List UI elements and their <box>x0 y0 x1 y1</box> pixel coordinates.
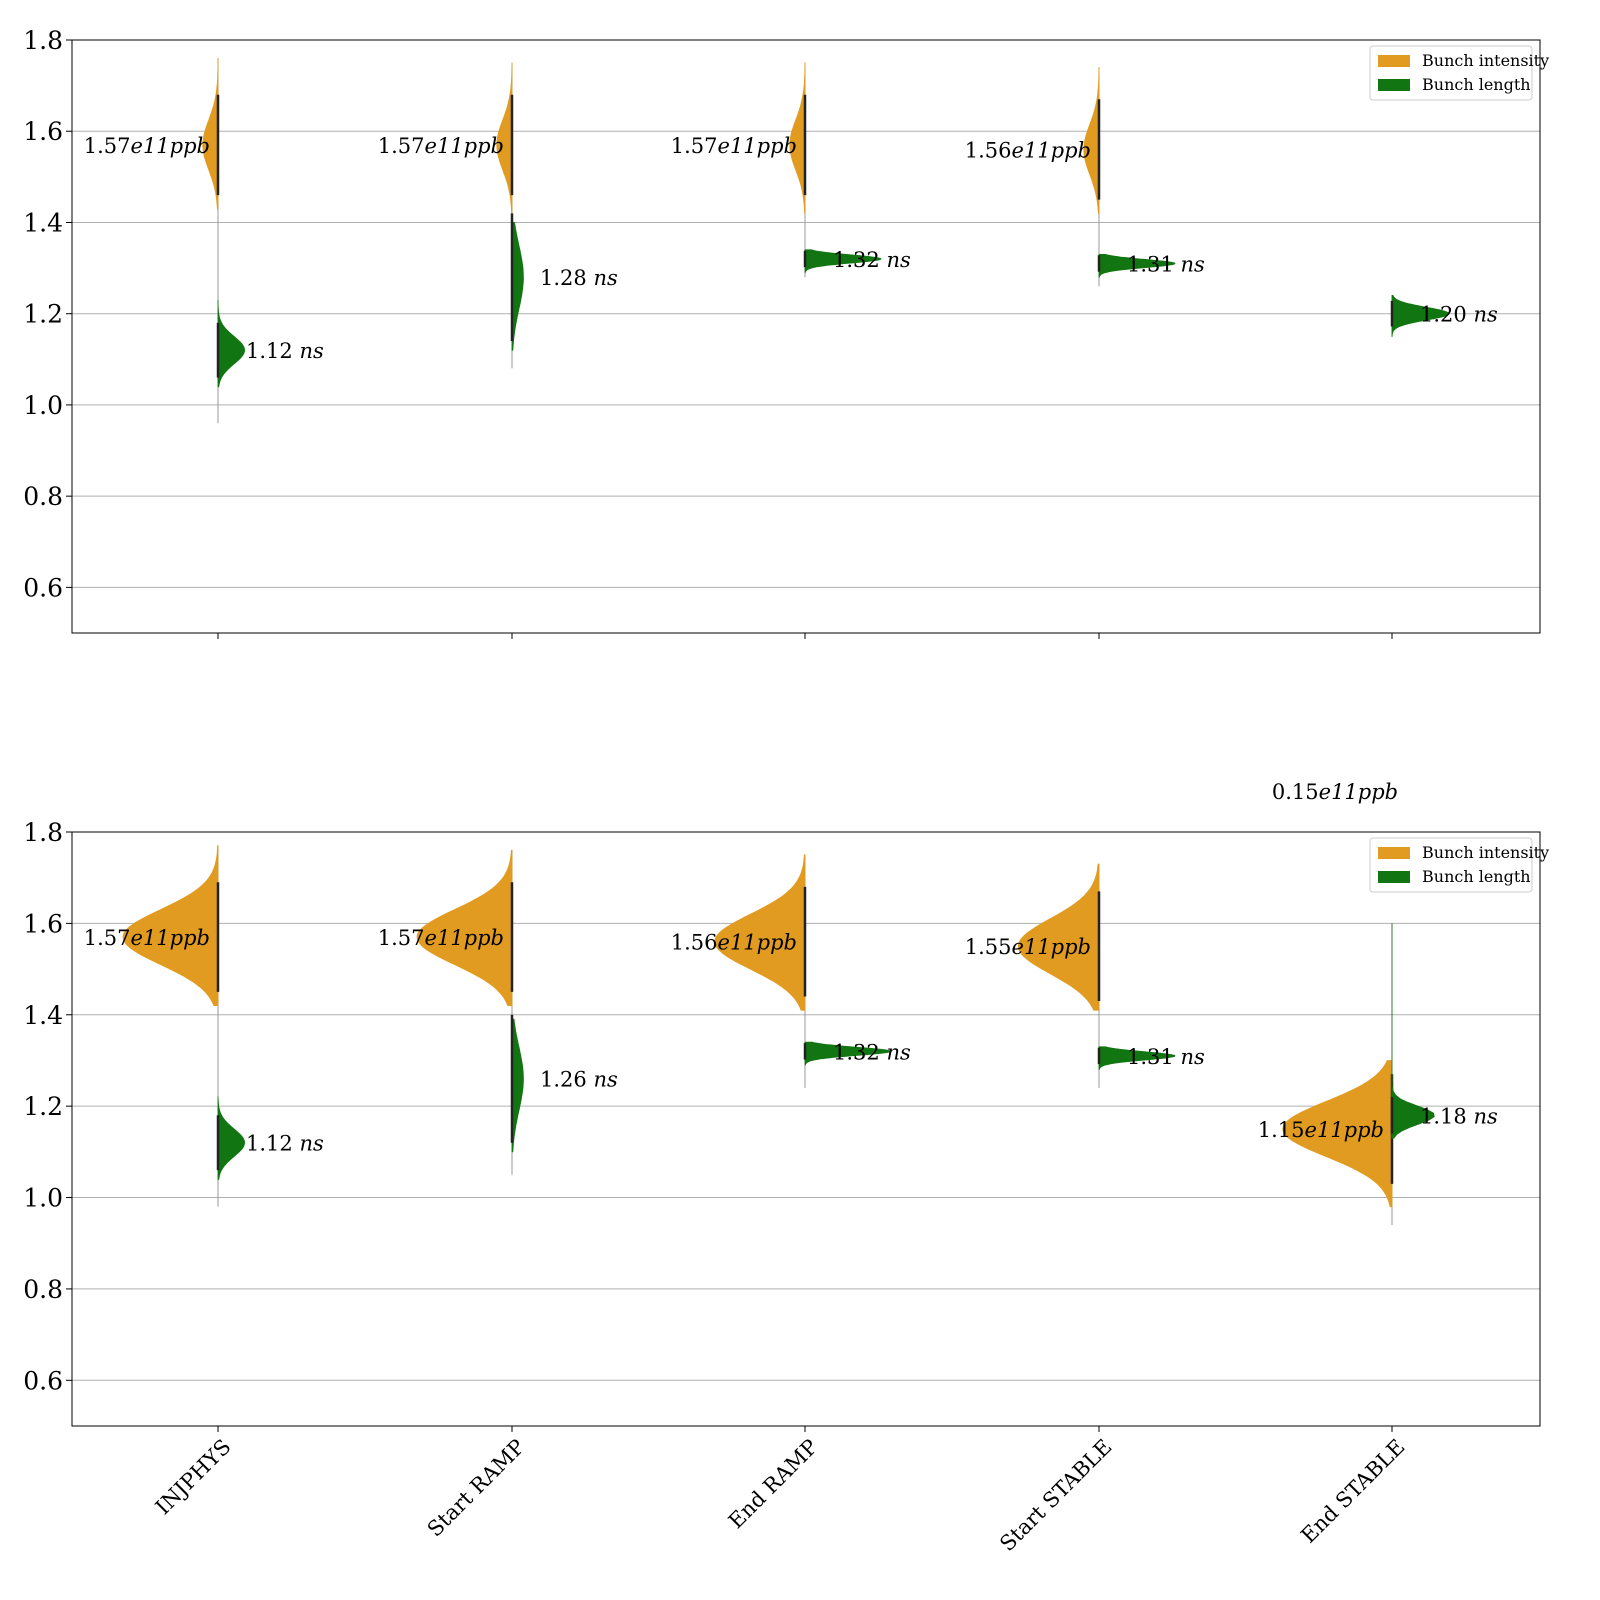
axes-frame <box>71 39 1541 634</box>
y-tick-label: 0.6 <box>23 1366 63 1395</box>
length-violin <box>1098 1046 1176 1070</box>
intensity-violin <box>789 62 806 214</box>
legend-label: Bunch length <box>1422 867 1531 886</box>
length-label: 1.32 ns <box>833 1040 911 1064</box>
length-label: 1.31 ns <box>1127 1045 1205 1069</box>
intensity-label: 1.56e11ppb <box>671 931 797 955</box>
length-label: 1.31 ns <box>1127 253 1205 277</box>
legend: Bunch intensity Bunch length <box>1369 45 1549 101</box>
category-label: Start STABLE <box>995 1435 1116 1556</box>
length-label: 1.28 ns <box>540 266 618 290</box>
length-violin <box>1391 923 1435 1139</box>
length-violin <box>511 222 524 351</box>
intensity-label: 1.56e11ppb <box>965 138 1091 162</box>
legend-swatch <box>1378 871 1410 883</box>
length-violin <box>1391 295 1450 337</box>
intensity-label: 1.55e11ppb <box>965 935 1091 959</box>
intensity-label: 1.57e11ppb <box>378 926 504 950</box>
y-tick-label: 1.6 <box>23 117 63 146</box>
legend-swatch <box>1378 55 1410 67</box>
intensity-violin <box>496 62 513 214</box>
intensity-label: 1.57e11ppb <box>671 134 797 158</box>
axes-frame <box>71 831 1541 1427</box>
legend-swatch <box>1378 79 1410 91</box>
length-violin <box>217 1096 246 1180</box>
intensity-label: 1.15e11ppb <box>1258 1118 1384 1142</box>
length-label: 1.18 ns <box>1420 1104 1498 1128</box>
y-tick-label: 1.8 <box>23 26 63 55</box>
length-label: 1.20 ns <box>1420 303 1498 327</box>
y-tick-label: 1.4 <box>23 1001 63 1030</box>
length-violin <box>217 300 246 388</box>
y-tick-label: 1.0 <box>23 391 63 420</box>
length-violin <box>511 1018 524 1153</box>
length-violin <box>1098 254 1176 278</box>
y-tick-label: 0.6 <box>23 573 63 602</box>
legend-label: Bunch intensity <box>1422 51 1549 70</box>
intensity-label: 1.57e11ppb <box>84 926 210 950</box>
length-violin <box>804 1041 892 1066</box>
legend: Bunch intensity Bunch length <box>1369 837 1549 893</box>
intensity-violin <box>122 845 219 1006</box>
intensity-violin <box>416 849 513 1006</box>
y-tick-label: 1.6 <box>23 909 63 938</box>
y-tick-label: 1.8 <box>23 818 63 847</box>
y-tick-label: 1.0 <box>23 1184 63 1213</box>
category-label: End RAMP <box>724 1435 823 1534</box>
category-label: Start RAMP <box>423 1435 530 1542</box>
length-label: 1.32 ns <box>833 248 911 272</box>
legend-box <box>1369 45 1533 101</box>
legend-label: Bunch length <box>1422 75 1531 94</box>
legend-box <box>1369 837 1533 893</box>
length-label: 1.26 ns <box>540 1068 618 1092</box>
y-tick-label: 1.2 <box>23 1092 63 1121</box>
y-tick-label: 1.4 <box>23 208 63 237</box>
category-label: INJPHYS <box>151 1435 236 1520</box>
y-tick-label: 0.8 <box>23 1275 63 1304</box>
y-tick-label: 1.2 <box>23 300 63 329</box>
legend-label: Bunch intensity <box>1422 843 1549 862</box>
length-label: 1.12 ns <box>246 339 324 363</box>
intensity-violin <box>1083 67 1100 214</box>
bottom-panel: 0.6 0.8 1.0 1.2 1.4 1.6 1.8 INJPHYS Start RAMP En… <box>23 818 1549 1556</box>
outside-annotation: 0.15e11ppb <box>1272 780 1398 804</box>
length-violin <box>804 249 882 273</box>
intensity-label: 1.57e11ppb <box>378 134 504 158</box>
top-panel: 0.6 0.8 1.0 1.2 1.4 1.6 1.8 1.57e11ppb 1.57e11pp… <box>23 26 1549 639</box>
length-label: 1.12 ns <box>246 1132 324 1156</box>
intensity-violin <box>714 854 806 1011</box>
intensity-label: 1.57e11ppb <box>84 134 210 158</box>
y-tick-label: 0.8 <box>23 482 63 511</box>
category-label: End STABLE <box>1296 1435 1409 1548</box>
legend-swatch <box>1378 847 1410 859</box>
intensity-violin <box>1282 1060 1393 1208</box>
intensity-violin <box>202 58 219 210</box>
intensity-violin <box>1017 863 1100 1011</box>
